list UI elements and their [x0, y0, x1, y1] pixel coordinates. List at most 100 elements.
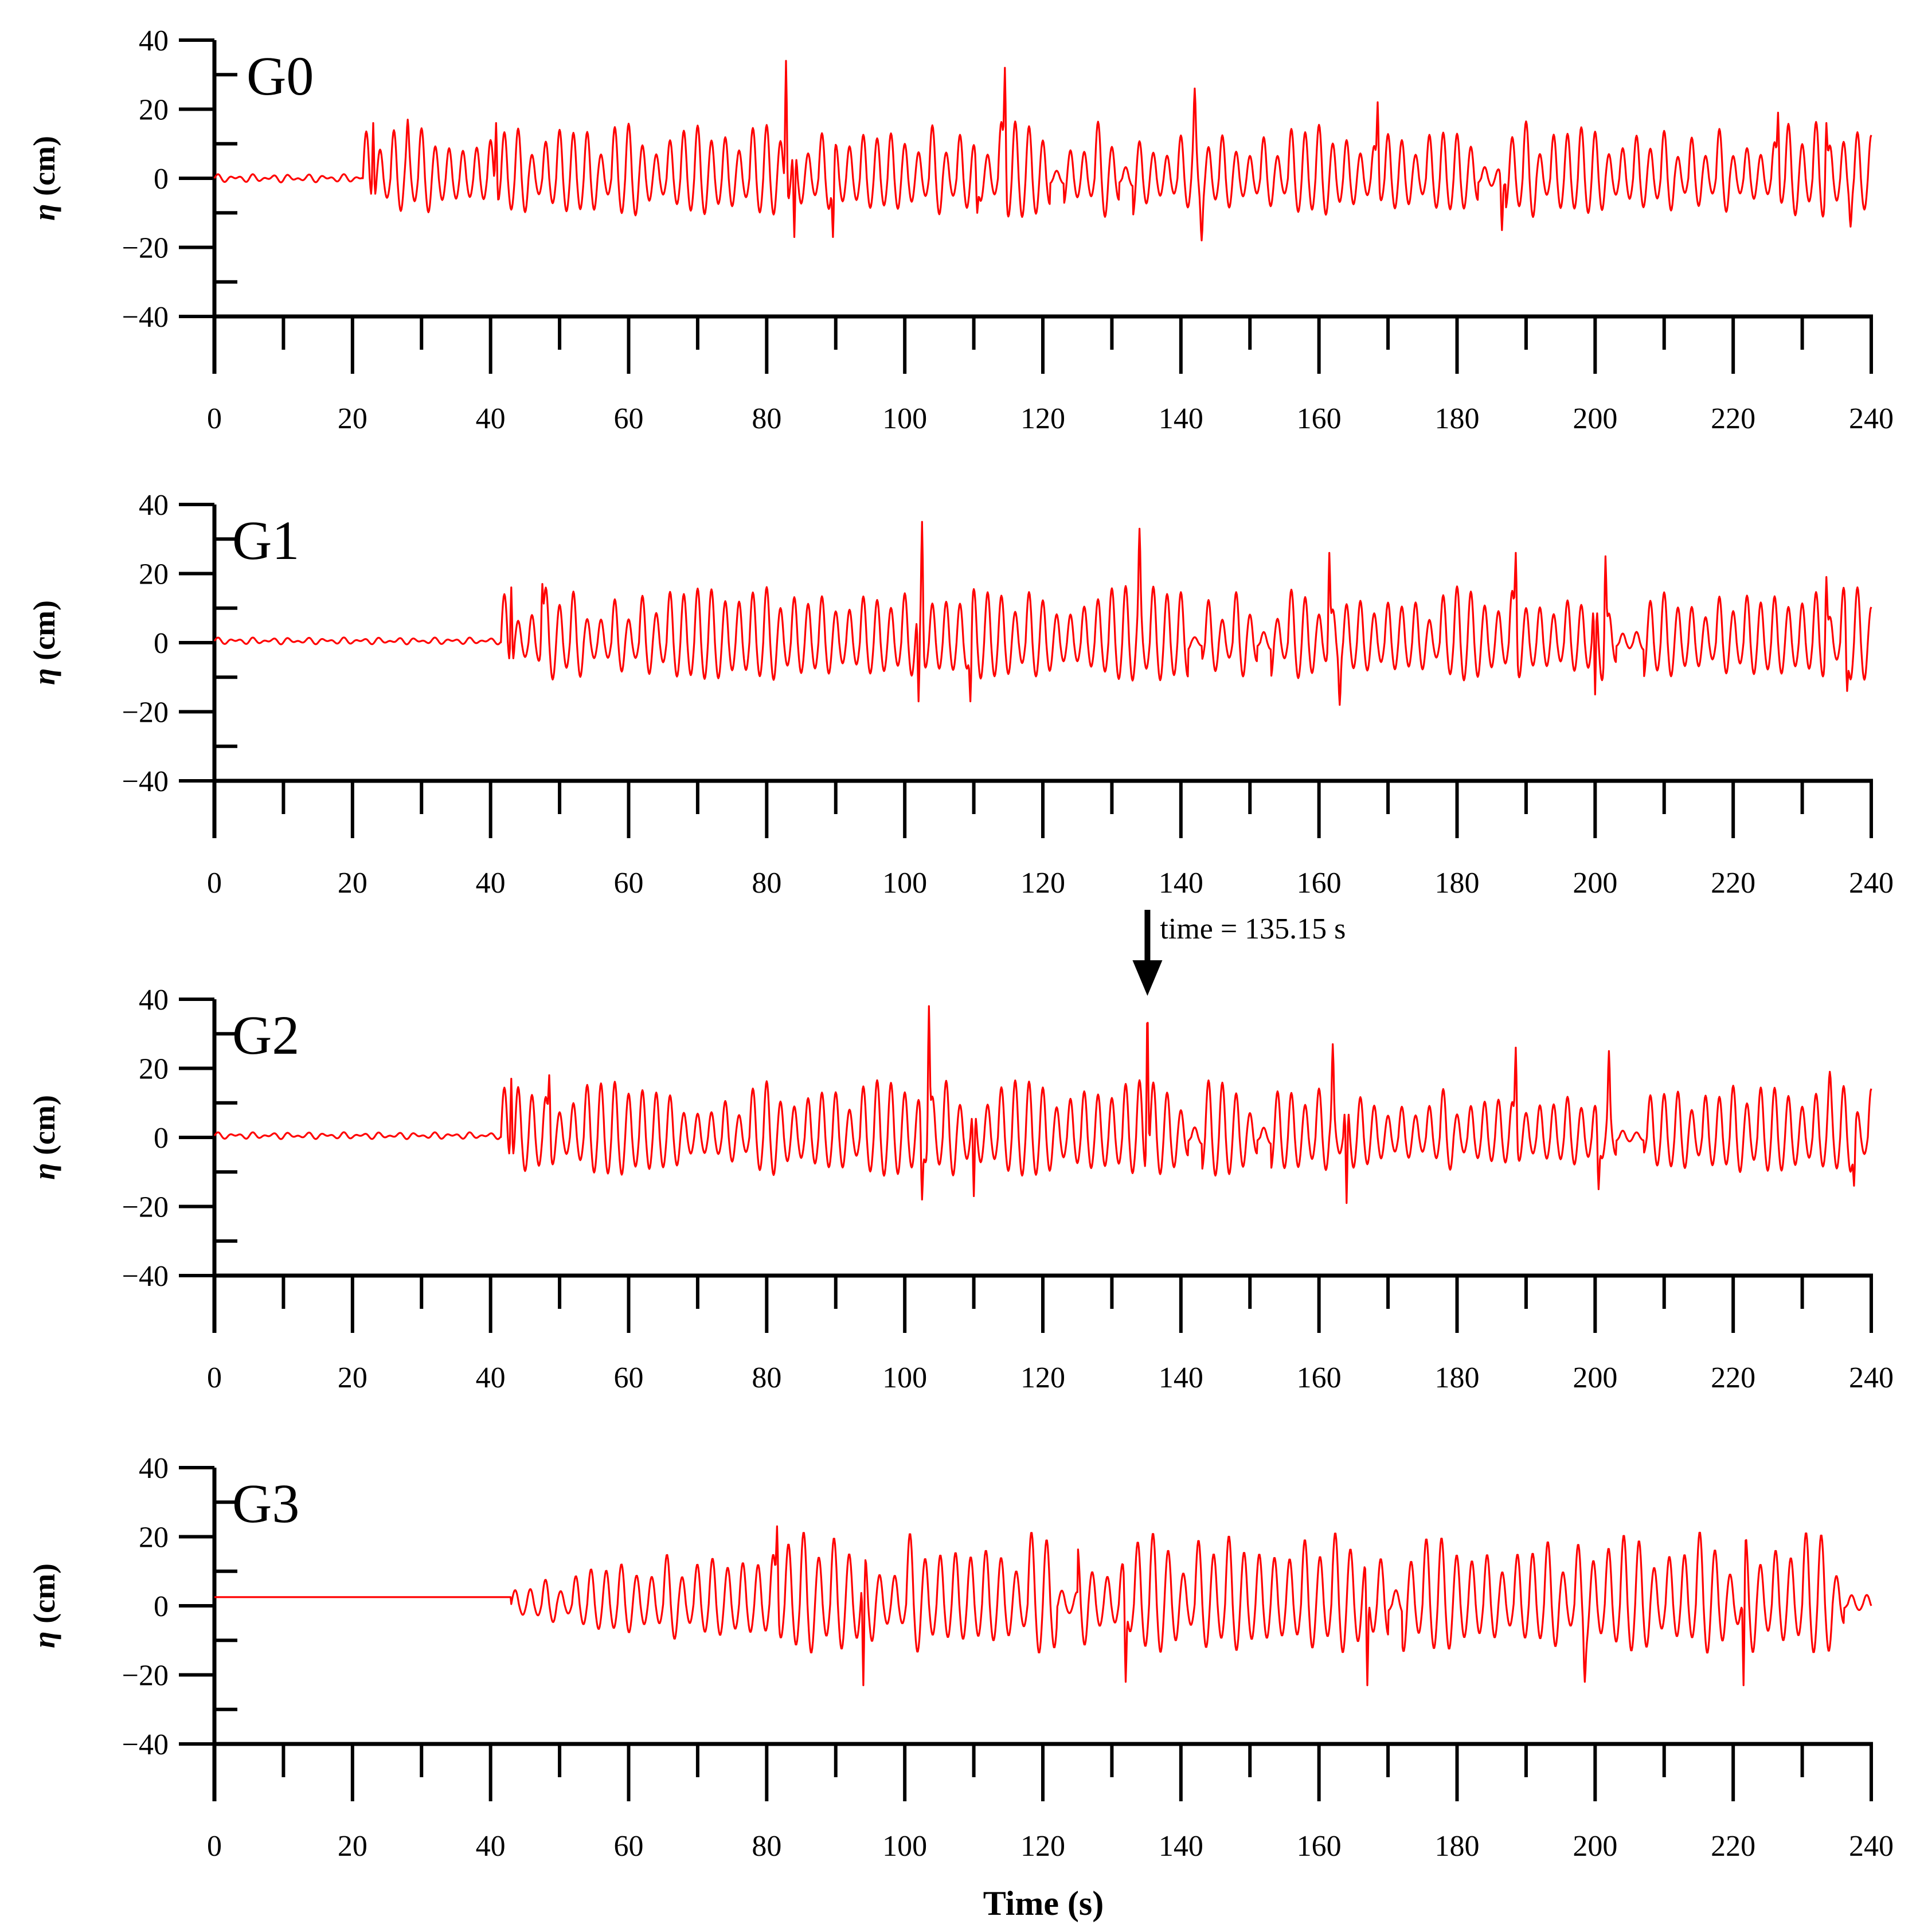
x-tick-label: 120	[1020, 1362, 1065, 1394]
series-line-g3	[214, 1525, 1872, 1687]
x-tick-label: 40	[476, 402, 506, 435]
x-tick-label: 80	[752, 402, 781, 435]
x-tick-label: 140	[1159, 867, 1203, 899]
panel-title: G3	[232, 1473, 299, 1534]
y-axis-unit: (cm)	[27, 136, 61, 204]
y-tick-label: 0	[154, 163, 169, 195]
y-axis-symbol: η	[27, 1163, 61, 1180]
x-tick-label: 40	[476, 867, 506, 899]
x-tick-label: 120	[1020, 402, 1065, 435]
x-tick-label: 0	[207, 1362, 222, 1394]
x-tick-label: 140	[1159, 1362, 1203, 1394]
y-tick-label: −20	[122, 1660, 169, 1692]
x-tick-label: 200	[1573, 1362, 1617, 1394]
x-tick-label: 200	[1573, 402, 1617, 435]
y-axis-label: η (cm)	[27, 1095, 61, 1180]
y-tick-label: −40	[122, 301, 169, 334]
y-tick-label: 20	[139, 1053, 169, 1086]
y-tick-label: −20	[122, 1191, 169, 1224]
x-tick-label: 20	[338, 1830, 367, 1863]
y-axis-label: η (cm)	[27, 600, 61, 685]
y-tick-label: 0	[154, 1122, 169, 1155]
x-tick-label: 200	[1573, 867, 1617, 899]
x-tick-label: 220	[1711, 867, 1755, 899]
y-axis-label: η (cm)	[27, 1563, 61, 1648]
x-tick-label: 240	[1849, 1830, 1894, 1863]
x-tick-label: 240	[1849, 1362, 1894, 1394]
x-tick-label: 200	[1573, 1830, 1617, 1863]
x-tick-label: 80	[752, 867, 781, 899]
x-tick-label: 180	[1435, 1830, 1480, 1863]
x-tick-label: 60	[614, 1362, 644, 1394]
x-tick-label: 40	[476, 1362, 506, 1394]
y-axis-symbol: η	[27, 668, 61, 685]
x-tick-label: 180	[1435, 402, 1480, 435]
x-tick-label: 100	[882, 867, 927, 899]
y-axis-label: η (cm)	[27, 136, 61, 221]
y-tick-label: −40	[122, 1260, 169, 1293]
panel-title: G2	[232, 1004, 299, 1066]
y-axis-symbol: η	[27, 1631, 61, 1648]
y-tick-label: 0	[154, 627, 169, 660]
x-tick-label: 220	[1711, 1362, 1755, 1394]
panel-title: G0	[247, 45, 314, 107]
y-tick-label: 40	[139, 1452, 169, 1485]
x-tick-label: 100	[882, 1830, 927, 1863]
x-tick-label: 180	[1435, 867, 1480, 899]
y-axis-unit: (cm)	[27, 1563, 61, 1631]
x-tick-label: 160	[1297, 867, 1342, 899]
annotation-arrow-head	[1132, 960, 1163, 996]
y-tick-label: 0	[154, 1590, 169, 1623]
annotation-label: time = 135.15 s	[1160, 913, 1346, 945]
x-tick-label: 180	[1435, 1362, 1480, 1394]
x-tick-label: 100	[882, 402, 927, 435]
x-tick-label: 40	[476, 1830, 506, 1863]
y-axis-unit: (cm)	[27, 1095, 61, 1163]
x-tick-label: 100	[882, 1362, 927, 1394]
x-tick-label: 240	[1849, 867, 1894, 899]
x-tick-label: 0	[207, 1830, 222, 1863]
x-tick-label: 160	[1297, 402, 1342, 435]
x-tick-label: 20	[338, 867, 367, 899]
x-tick-label: 140	[1159, 402, 1203, 435]
x-tick-label: 60	[614, 402, 644, 435]
x-tick-label: 60	[614, 1830, 644, 1863]
x-tick-label: 120	[1020, 1830, 1065, 1863]
panel-title: G1	[232, 510, 299, 571]
y-tick-label: 40	[139, 984, 169, 1016]
y-tick-label: 20	[139, 558, 169, 591]
y-tick-label: 20	[139, 94, 169, 127]
x-tick-label: 0	[207, 867, 222, 899]
x-tick-label: 160	[1297, 1830, 1342, 1863]
y-tick-label: −40	[122, 1728, 169, 1761]
x-tick-label: 120	[1020, 867, 1065, 899]
y-tick-label: 40	[139, 489, 169, 522]
y-tick-label: −20	[122, 697, 169, 729]
y-axis-symbol: η	[27, 204, 61, 221]
x-tick-label: 160	[1297, 1362, 1342, 1394]
x-tick-label: 220	[1711, 402, 1755, 435]
series-line-g0	[213, 60, 1872, 241]
x-tick-label: 20	[338, 1362, 367, 1394]
y-axis-unit: (cm)	[27, 600, 61, 668]
y-tick-label: −40	[122, 765, 169, 798]
series-line-g2	[213, 1005, 1872, 1204]
x-axis-label: Time (s)	[983, 1884, 1104, 1922]
x-tick-label: 80	[752, 1362, 781, 1394]
x-tick-label: 140	[1159, 1830, 1203, 1863]
y-tick-label: 40	[139, 25, 169, 57]
x-tick-label: 0	[207, 402, 222, 435]
x-tick-label: 60	[614, 867, 644, 899]
x-tick-label: 220	[1711, 1830, 1755, 1863]
y-tick-label: 20	[139, 1522, 169, 1554]
x-tick-label: 20	[338, 402, 367, 435]
x-tick-label: 240	[1849, 402, 1894, 435]
series-line-g1	[213, 521, 1872, 706]
x-tick-label: 80	[752, 1830, 781, 1863]
y-tick-label: −20	[122, 232, 169, 265]
